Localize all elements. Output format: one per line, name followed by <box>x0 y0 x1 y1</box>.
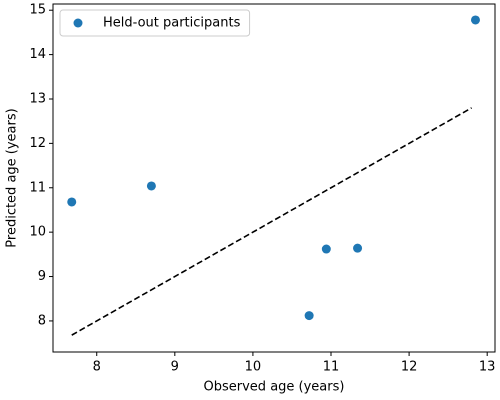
x-tick-label: 11 <box>323 360 340 375</box>
point <box>304 311 314 321</box>
y-tick-label: 12 <box>29 136 46 151</box>
x-tick-label: 9 <box>171 360 179 375</box>
y-tick-label: 10 <box>29 225 46 240</box>
y-tick-label: 13 <box>29 91 46 106</box>
reference-line <box>71 107 472 336</box>
point <box>67 197 77 207</box>
legend-box <box>59 9 251 37</box>
y-tick-label: 8 <box>38 313 46 328</box>
y-tick-label: 14 <box>29 47 46 62</box>
x-tick-label: 10 <box>245 360 262 375</box>
point <box>321 244 331 254</box>
plot-frame <box>52 3 496 353</box>
x-axis-label: Observed age (years) <box>204 380 345 395</box>
y-axis-label: Predicted age (years) <box>5 108 20 247</box>
x-tick-label: 13 <box>479 360 496 375</box>
point <box>353 243 363 253</box>
point <box>146 181 156 191</box>
legend-label: Held-out participants <box>103 16 241 31</box>
x-tick-label: 8 <box>93 360 101 375</box>
x-tick-label: 12 <box>401 360 418 375</box>
y-tick-label: 15 <box>29 3 46 18</box>
y-tick-label: 9 <box>38 269 46 284</box>
point <box>470 15 480 25</box>
y-tick-label: 11 <box>29 180 46 195</box>
legend-marker <box>73 18 83 28</box>
